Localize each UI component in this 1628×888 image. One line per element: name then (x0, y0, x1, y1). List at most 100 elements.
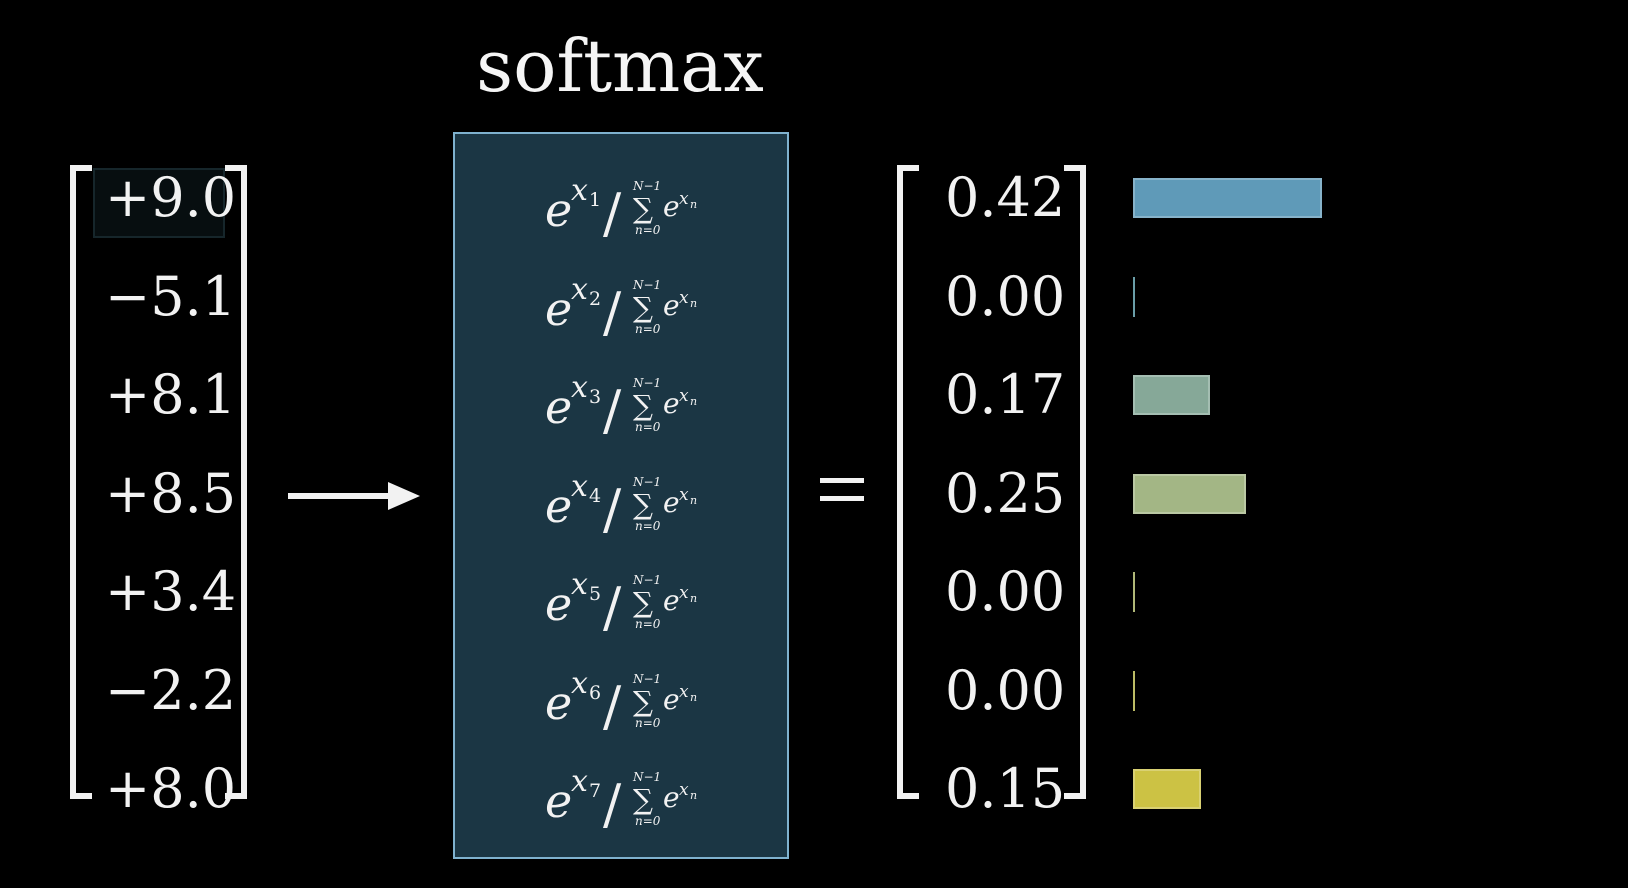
sum-lower-limit: n=0 (635, 519, 661, 533)
sum-subscript: n (690, 789, 697, 802)
output-value: 0.15 (945, 762, 1065, 843)
formula-graphic: ex 6/N−1∑n=0e x n (545, 666, 697, 738)
input-value-text: +9.0 (105, 166, 237, 229)
output-value-text: 0.00 (945, 658, 1066, 722)
formula-x: x (571, 764, 588, 799)
sum-lower-limit: n=0 (635, 617, 661, 631)
sum-lower-limit: n=0 (635, 420, 661, 434)
sum-upper-limit: N−1 (632, 770, 661, 784)
sum-upper-limit: N−1 (632, 179, 661, 193)
sum-lower-limit: n=0 (635, 223, 661, 237)
input-value: +9.0 (92, 168, 236, 252)
input-right-bracket (225, 165, 247, 799)
probability-bar (1133, 178, 1322, 218)
input-value: +8.5 (105, 466, 236, 548)
formula-slash: / (603, 379, 622, 442)
sum-subscript: n (690, 297, 697, 310)
formula-x: x (571, 272, 588, 307)
output-value: 0.42 (945, 171, 1065, 252)
formula-subscript: 1 (589, 189, 601, 211)
softmax-formula: e x 4/N−1 ∑ n=0 e x n (455, 456, 787, 541)
sum-upper-limit: N−1 (632, 376, 661, 390)
formula-subscript: 3 (589, 386, 601, 408)
sum-e: e (663, 584, 680, 617)
sum-x: x (679, 386, 689, 406)
right-arrow-icon (288, 482, 420, 510)
formula-slash: / (603, 281, 622, 344)
output-value: 0.00 (945, 269, 1065, 351)
formula-x: x (571, 173, 588, 208)
formula-e: e (545, 380, 572, 434)
formula-graphic: ex 7/N−1∑n=0e x n (545, 764, 697, 836)
formula-e: e (545, 282, 572, 336)
probability-bar (1133, 375, 1210, 415)
softmax-formula: e x 7/N−1 ∑ n=0 e x n (455, 751, 787, 836)
input-value: +3.4 (105, 565, 236, 646)
sum-x: x (679, 189, 689, 209)
sum-sigma: ∑ (633, 586, 653, 619)
formula-graphic: ex 2/N−1∑n=0e x n (545, 272, 697, 344)
sum-x: x (679, 583, 689, 603)
output-value-text: 0.25 (945, 461, 1066, 525)
formula-subscript: 7 (589, 780, 601, 802)
output-value: 0.17 (945, 368, 1065, 449)
sum-lower-limit: n=0 (635, 322, 661, 336)
formula-subscript: 4 (589, 485, 601, 507)
sum-subscript: n (690, 691, 697, 704)
softmax-formula-box: e x 1/N−1 ∑ n=0 e x n e x 2/N−1 ∑ n=0 e x n e x 3/N−1 ∑ n=0 e… (453, 132, 789, 859)
sum-sigma: ∑ (633, 389, 653, 422)
sum-e: e (663, 289, 680, 322)
input-value-text: −2.2 (105, 658, 237, 722)
formula-e: e (545, 183, 572, 237)
sum-x: x (679, 682, 689, 702)
input-value-text: +8.0 (105, 757, 237, 820)
input-value: +8.1 (105, 368, 236, 449)
sum-x: x (679, 288, 689, 308)
sum-subscript: n (690, 592, 697, 605)
formula-subscript: 5 (589, 583, 601, 605)
sum-e: e (663, 190, 680, 223)
sum-sigma: ∑ (633, 291, 653, 324)
input-value-text: +8.1 (105, 363, 237, 426)
input-value-text: +3.4 (105, 560, 237, 623)
softmax-formula: e x 6/N−1 ∑ n=0 e x n (455, 653, 787, 738)
probability-bar (1133, 276, 1135, 317)
sum-sigma: ∑ (633, 783, 653, 816)
sum-lower-limit: n=0 (635, 716, 661, 730)
output-value-text: 0.00 (945, 560, 1066, 623)
formula-slash: / (603, 576, 622, 639)
formula-graphic: ex 3/N−1∑n=0e x n (545, 370, 697, 442)
sum-upper-limit: N−1 (632, 475, 661, 489)
formula-slash: / (603, 675, 622, 738)
softmax-formula: e x 1/N−1 ∑ n=0 e x n (455, 160, 787, 245)
formula-subscript: 6 (589, 682, 601, 704)
sum-subscript: n (690, 395, 697, 408)
formula-x: x (571, 666, 588, 701)
formula-e: e (545, 774, 572, 828)
softmax-formula: e x 3/N−1 ∑ n=0 e x n (455, 357, 787, 442)
output-value: 0.00 (945, 565, 1065, 646)
sum-subscript: n (690, 198, 697, 211)
output-value-text: 0.17 (945, 363, 1066, 426)
formula-x: x (571, 469, 588, 504)
formula-e: e (545, 577, 572, 631)
formula-x: x (571, 370, 588, 405)
probability-bar (1133, 769, 1201, 809)
output-value-text: 0.00 (945, 264, 1066, 328)
formula-e: e (545, 676, 572, 730)
softmax-title: softmax (476, 24, 764, 108)
sum-sigma: ∑ (633, 685, 653, 718)
formula-e: e (545, 479, 572, 533)
output-value: 0.00 (945, 663, 1065, 745)
sum-e: e (663, 781, 680, 814)
input-value: +8.0 (105, 762, 236, 843)
output-left-bracket (897, 165, 919, 799)
probability-bar (1133, 572, 1135, 612)
sum-x: x (679, 485, 689, 505)
sum-e: e (663, 486, 680, 519)
sum-upper-limit: N−1 (632, 278, 661, 292)
sum-lower-limit: n=0 (635, 814, 661, 828)
input-value: −5.1 (105, 269, 236, 351)
output-value-text: 0.15 (945, 757, 1066, 820)
input-left-bracket (70, 165, 92, 799)
